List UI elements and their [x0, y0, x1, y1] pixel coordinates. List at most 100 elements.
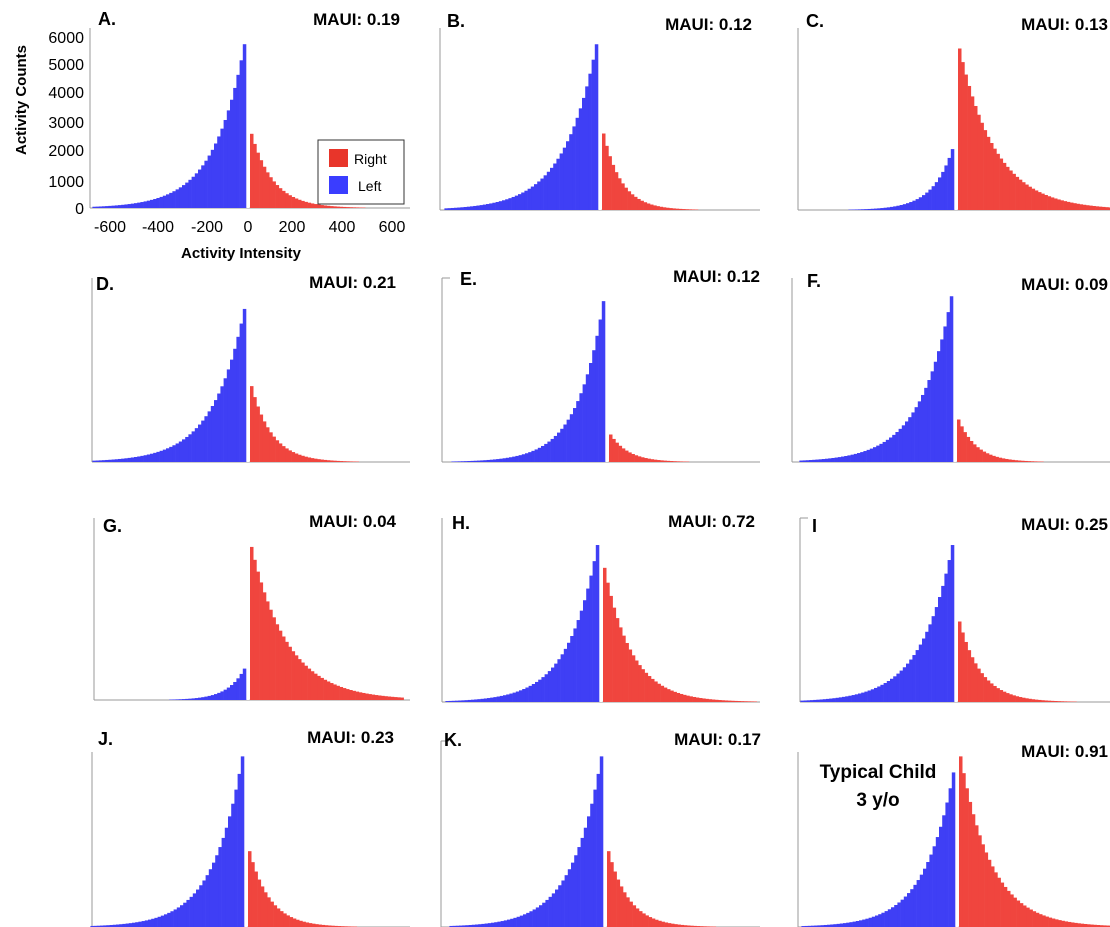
bar-left-38 — [478, 924, 482, 927]
bar-left-21 — [175, 189, 180, 208]
bar-right-26 — [331, 925, 335, 927]
bar-left-4 — [587, 816, 591, 927]
bar-left-40 — [114, 459, 119, 462]
bar-left-11 — [915, 199, 920, 210]
bar-left-39 — [825, 458, 829, 462]
bar-left-4 — [230, 359, 234, 462]
bar-right-6 — [977, 114, 981, 210]
bar-left-9 — [571, 862, 575, 927]
maui-label: MAUI: 0.09 — [1021, 275, 1108, 294]
bar-left-32 — [849, 922, 853, 927]
maui-label: MAUI: 0.12 — [665, 15, 752, 34]
bar-left-4 — [230, 99, 234, 208]
bar-right-4 — [262, 592, 267, 700]
bar-left-28 — [505, 199, 509, 210]
bar-right-8 — [275, 440, 280, 462]
bar-right-13 — [999, 158, 1004, 210]
bar-right-45 — [1103, 925, 1107, 927]
bar-right-1 — [962, 773, 966, 927]
bar-left-43 — [813, 699, 817, 702]
bar-left-42 — [467, 461, 471, 462]
bar-left-14 — [557, 432, 561, 462]
panel-4: D. MAUI: 0.21 — [91, 273, 410, 463]
bar-right-10 — [634, 196, 638, 210]
bar-left-28 — [861, 692, 865, 702]
panel-6: F. MAUI: 0.09 — [791, 271, 1110, 463]
bar-right-7 — [625, 642, 629, 702]
bar-left-26 — [159, 450, 164, 462]
bar-left-14 — [906, 663, 910, 702]
bar-left-16 — [191, 698, 196, 700]
bar-left-43 — [812, 459, 816, 462]
bar-right-6 — [269, 609, 273, 700]
bar-right-24 — [683, 925, 688, 927]
bar-left-46 — [95, 460, 100, 462]
bar-right-37 — [1076, 203, 1080, 210]
bar-right-32 — [352, 461, 356, 462]
bar-right-26 — [333, 206, 337, 208]
bar-right-31 — [349, 207, 353, 208]
bar-right-43 — [387, 696, 392, 700]
bar-right-4 — [619, 886, 624, 927]
bar-right-27 — [334, 925, 338, 927]
bar-left-20 — [537, 447, 542, 462]
bar-left-4 — [228, 816, 232, 927]
bar-right-28 — [1047, 700, 1052, 702]
bar-right-26 — [685, 209, 689, 210]
bar-left-23 — [526, 912, 530, 927]
bar-left-44 — [454, 207, 458, 210]
bar-right-3 — [612, 607, 617, 702]
bar-right-0 — [957, 419, 961, 462]
bar-right-31 — [1057, 701, 1061, 702]
bar-left-7 — [928, 624, 932, 702]
bar-right-20 — [314, 673, 318, 700]
legend-swatch-right — [329, 149, 348, 167]
bar-left-25 — [160, 915, 165, 927]
bar-left-1 — [596, 773, 601, 927]
bar-right-15 — [1006, 693, 1010, 702]
bar-left-47 — [90, 925, 94, 927]
bar-left-13 — [554, 663, 558, 702]
bar-left-7 — [220, 386, 224, 462]
panel-3: C. MAUI: 0.13 — [797, 11, 1110, 211]
bar-right-24 — [1035, 912, 1040, 927]
bar-left-40 — [112, 924, 117, 927]
bar-left-39 — [470, 206, 474, 210]
bar-right-34 — [358, 207, 363, 208]
bar-right-4 — [969, 440, 974, 462]
bar-left-40 — [473, 460, 478, 462]
panel-10: J. MAUI: 0.23 — [90, 728, 410, 927]
bar-right-27 — [693, 925, 697, 927]
panel-label-line-2: 3 y/o — [856, 790, 899, 811]
bar-left-4 — [939, 826, 943, 927]
bar-right-11 — [283, 913, 287, 927]
bar-right-21 — [670, 690, 674, 702]
bar-right-1 — [612, 438, 616, 462]
bar-left-29 — [858, 693, 862, 702]
bar-right-20 — [673, 461, 677, 462]
bar-right-5 — [975, 825, 979, 927]
panel-label: I — [812, 516, 817, 536]
bar-left-3 — [233, 681, 237, 700]
bar-left-41 — [111, 459, 116, 462]
bar-right-0 — [602, 133, 606, 210]
bar-right-12 — [647, 458, 651, 462]
bar-left-45 — [805, 460, 810, 462]
y-tick-label: 4000 — [48, 85, 84, 102]
bar-right-21 — [1025, 184, 1029, 210]
bar-left-7 — [577, 847, 581, 927]
bar-left-8 — [217, 692, 221, 700]
bar-right-44 — [743, 701, 748, 702]
bar-right-45 — [394, 697, 398, 700]
bar-right-10 — [282, 636, 286, 700]
bar-left-0 — [599, 756, 604, 927]
bar-right-26 — [1041, 193, 1045, 210]
bar-right-8 — [983, 130, 988, 210]
x-tick-label: 400 — [329, 219, 356, 236]
bar-left-27 — [513, 917, 517, 927]
bar-left-43 — [462, 925, 466, 927]
bar-right-29 — [1051, 918, 1056, 927]
bar-right-1 — [605, 145, 609, 210]
y-tick-label: 6000 — [48, 30, 84, 47]
bar-left-20 — [176, 907, 181, 927]
